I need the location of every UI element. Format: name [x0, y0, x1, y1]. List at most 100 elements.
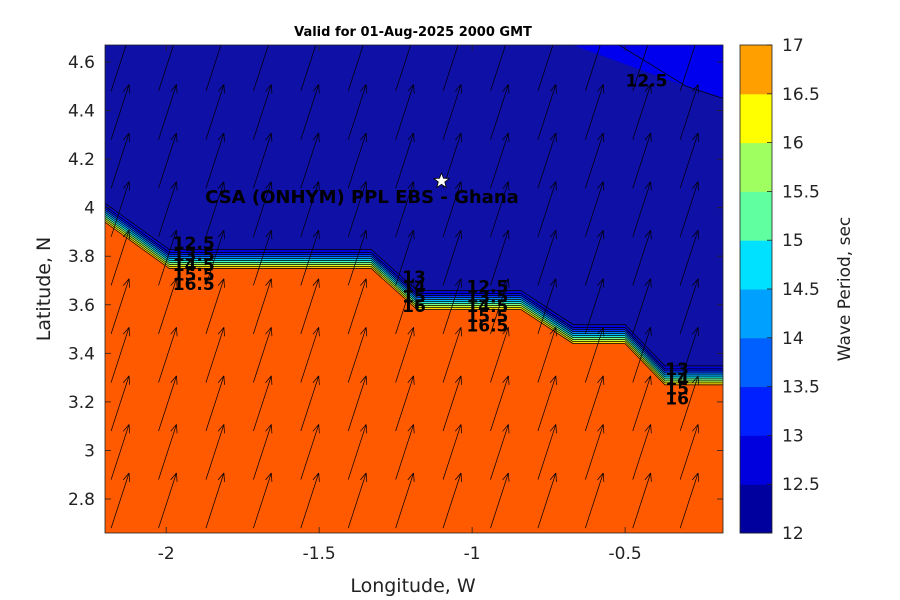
- arrow-head: [265, 84, 272, 92]
- arrow-head: [217, 84, 225, 92]
- y-tick-label: 3.2: [68, 393, 95, 413]
- arrow-head: [170, 472, 177, 481]
- arrow-head: [365, 230, 368, 240]
- arrow-head: [454, 278, 462, 286]
- arrow-head: [217, 181, 225, 189]
- direction-arrow: [347, 327, 368, 383]
- arrow-head: [644, 181, 651, 189]
- arrow-head: [549, 424, 557, 432]
- arrow-head: [697, 230, 700, 240]
- arrow-shaft: [680, 0, 698, 43]
- contour-label: 14.5: [466, 297, 508, 317]
- arrow-head: [697, 133, 700, 143]
- arrow-shaft: [538, 0, 556, 43]
- direction-arrow: [253, 229, 273, 286]
- direction-arrow: [253, 375, 273, 432]
- arrow-shaft: [158, 230, 177, 286]
- direction-arrow: [205, 132, 225, 189]
- arrow-shaft: [679, 132, 699, 189]
- direction-arrow: [632, 375, 652, 432]
- arrow-head: [122, 375, 130, 383]
- arrow-shaft: [205, 472, 225, 529]
- arrow-head: [170, 278, 177, 286]
- arrow-head: [176, 327, 178, 337]
- arrow-shaft: [679, 181, 699, 237]
- arrow-shaft: [158, 472, 177, 529]
- y-tick-label: 2.8: [68, 490, 95, 510]
- arrow-head: [312, 181, 319, 189]
- arrow-shaft: [300, 230, 320, 286]
- arrow-shaft: [110, 327, 130, 383]
- arrow-head: [597, 229, 604, 238]
- arrow-head: [270, 278, 273, 288]
- arrow-head: [692, 84, 699, 92]
- arrow-head: [270, 84, 273, 94]
- arrow-head: [265, 472, 272, 481]
- arrow-head: [176, 36, 177, 45]
- contour-line: [105, 209, 723, 374]
- arrow-head: [644, 472, 651, 481]
- direction-arrow: [395, 278, 415, 335]
- direction-arrow: [585, 0, 604, 43]
- direction-arrow: [679, 278, 700, 335]
- plot-frame: [104, 44, 724, 534]
- arrow-head: [270, 327, 273, 337]
- arrow-shaft: [205, 278, 225, 335]
- contour-label: 13.5: [173, 246, 215, 266]
- arrow-head: [413, 133, 415, 143]
- arrow-head: [312, 132, 319, 141]
- y-tick-label: 4: [84, 199, 95, 219]
- direction-arrow: [490, 278, 510, 335]
- direction-arrow: [632, 181, 652, 237]
- arrow-head: [651, 36, 652, 45]
- arrow-shaft: [347, 424, 367, 480]
- arrow-head: [176, 84, 178, 94]
- arrow-head: [122, 278, 130, 286]
- arrow-head: [223, 327, 225, 337]
- arrow-head: [318, 230, 320, 240]
- arrow-head: [407, 132, 414, 141]
- direction-arrow: [253, 84, 273, 140]
- arrow-head: [549, 472, 557, 481]
- arrow-head: [413, 327, 415, 337]
- direction-arrow: [490, 472, 510, 529]
- contour-label: 14: [402, 278, 426, 298]
- arrow-shaft: [347, 472, 367, 529]
- arrow-head: [360, 132, 367, 141]
- arrow-head: [555, 472, 557, 482]
- arrow-head: [650, 133, 652, 143]
- arrow-head: [597, 132, 604, 141]
- arrow-head: [318, 133, 320, 143]
- arrow-head: [413, 230, 415, 240]
- arrow-shaft: [584, 278, 604, 335]
- direction-arrow: [537, 278, 557, 335]
- arrow-head: [128, 230, 131, 240]
- arrow-shaft: [158, 181, 177, 237]
- arrow-head: [217, 327, 225, 335]
- direction-arrow: [206, 0, 225, 43]
- arrow-head: [508, 327, 510, 337]
- arrow-shaft: [490, 181, 509, 237]
- arrow-head: [692, 472, 699, 481]
- arrow-shaft: [632, 327, 652, 383]
- arrow-shaft: [300, 181, 320, 237]
- arrow-shaft: [584, 472, 604, 529]
- direction-arrow: [538, 0, 557, 43]
- arrow-head: [508, 84, 510, 94]
- arrow-head: [454, 132, 462, 141]
- colorbar-tick-label: 14.5: [782, 280, 820, 300]
- arrow-head: [365, 327, 368, 337]
- arrow-head: [170, 132, 177, 141]
- arrow-head: [508, 181, 510, 191]
- arrow-shaft: [632, 132, 652, 189]
- arrow-shaft: [679, 278, 699, 335]
- direction-arrow: [584, 424, 605, 480]
- arrow-head: [603, 36, 604, 45]
- direction-arrow: [205, 472, 225, 529]
- arrow-shaft: [537, 181, 557, 237]
- arrow-head: [265, 278, 272, 286]
- arrow-head: [270, 230, 273, 240]
- arrow-head: [460, 472, 462, 482]
- arrow-shaft: [300, 84, 320, 140]
- direction-arrow: [490, 327, 510, 383]
